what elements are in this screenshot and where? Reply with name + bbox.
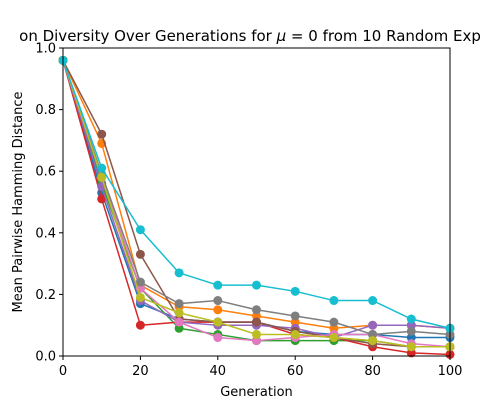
series-8-point: [406, 326, 416, 336]
y-tick-label: 1.0: [35, 42, 56, 57]
series-9-point: [135, 292, 145, 302]
series-9-point: [368, 336, 378, 346]
series-5-point: [368, 320, 378, 330]
y-tick-label: 0.2: [35, 288, 56, 303]
plot-area: [58, 55, 455, 359]
series-10-point: [329, 296, 339, 306]
series-9-point: [406, 342, 416, 352]
series-8-point: [174, 299, 184, 309]
x-axis-label: Generation: [220, 385, 293, 400]
series-8-line: [62, 60, 451, 336]
chart-title-mu: μ: [276, 27, 287, 45]
series-2-point: [329, 323, 339, 333]
series-7-point: [213, 333, 223, 343]
x-tick-label: 40: [210, 364, 227, 379]
series-8: [58, 55, 455, 339]
chart-title-prefix: on Diversity Over Generations for: [19, 27, 276, 45]
series-2-point: [290, 317, 300, 327]
series-10-point: [406, 314, 416, 324]
series-9-point: [213, 317, 223, 327]
series-5-point: [406, 320, 416, 330]
series-4-point: [406, 348, 416, 358]
series-8-point: [213, 296, 223, 306]
series-3-point: [174, 323, 184, 333]
series-8-point: [290, 311, 300, 321]
series-10-point: [97, 163, 107, 173]
axes-frame: [62, 47, 451, 357]
series-10-point: [213, 280, 223, 290]
series-10-point: [174, 268, 184, 278]
series-7-point: [174, 317, 184, 327]
series-7-line: [62, 60, 451, 348]
series-5: [58, 55, 455, 343]
series-6-point: [97, 129, 107, 139]
y-axis: 0.0 0.2 0.4 0.6 0.8 1.0: [35, 42, 63, 365]
series-4-point: [97, 194, 107, 204]
series-2-point: [252, 311, 261, 321]
series-8-point: [329, 317, 339, 327]
series-9-point: [252, 329, 261, 339]
series-1-point: [406, 333, 416, 343]
series-9-point: [97, 172, 107, 182]
series-9-point: [329, 333, 339, 343]
series-8-point: [252, 305, 261, 315]
series-10-point: [252, 280, 261, 290]
series-6-point: [135, 249, 145, 259]
x-axis: 0 20 40 60 80 100: [59, 356, 463, 379]
series-1: [58, 55, 455, 343]
chart-title: on Diversity Over Generations for μ = 0 …: [19, 27, 481, 45]
y-axis-label: Mean Pairwise Hamming Distance: [11, 91, 26, 312]
series-6-point: [252, 317, 261, 327]
series-10-point: [290, 286, 300, 296]
series-9-line: [62, 60, 450, 348]
y-tick-label: 0.4: [35, 226, 56, 241]
series-10: [58, 55, 455, 333]
y-tick-label: 0.6: [35, 165, 56, 180]
chart-title-suffix: = 0 from 10 Random Exp: [286, 27, 481, 45]
series-7-point: [252, 336, 261, 346]
y-tick-label: 0.0: [35, 350, 56, 365]
series-9-point: [290, 329, 300, 339]
series-6-line: [62, 59, 450, 348]
series-4-point: [135, 320, 145, 330]
x-tick-label: 60: [287, 364, 304, 379]
x-tick-label: 100: [438, 364, 463, 379]
series-10-point: [135, 225, 145, 235]
series-8-point: [368, 329, 378, 339]
series-3-line: [62, 60, 450, 348]
series-2-point: [213, 305, 223, 315]
x-tick-label: 20: [132, 364, 149, 379]
series-10-point: [368, 296, 378, 306]
x-tick-label: 0: [59, 364, 67, 379]
x-tick-label: 80: [364, 364, 381, 379]
series-8-point: [135, 277, 145, 287]
y-tick-label: 0.8: [35, 103, 56, 118]
series-9-point: [174, 308, 184, 318]
